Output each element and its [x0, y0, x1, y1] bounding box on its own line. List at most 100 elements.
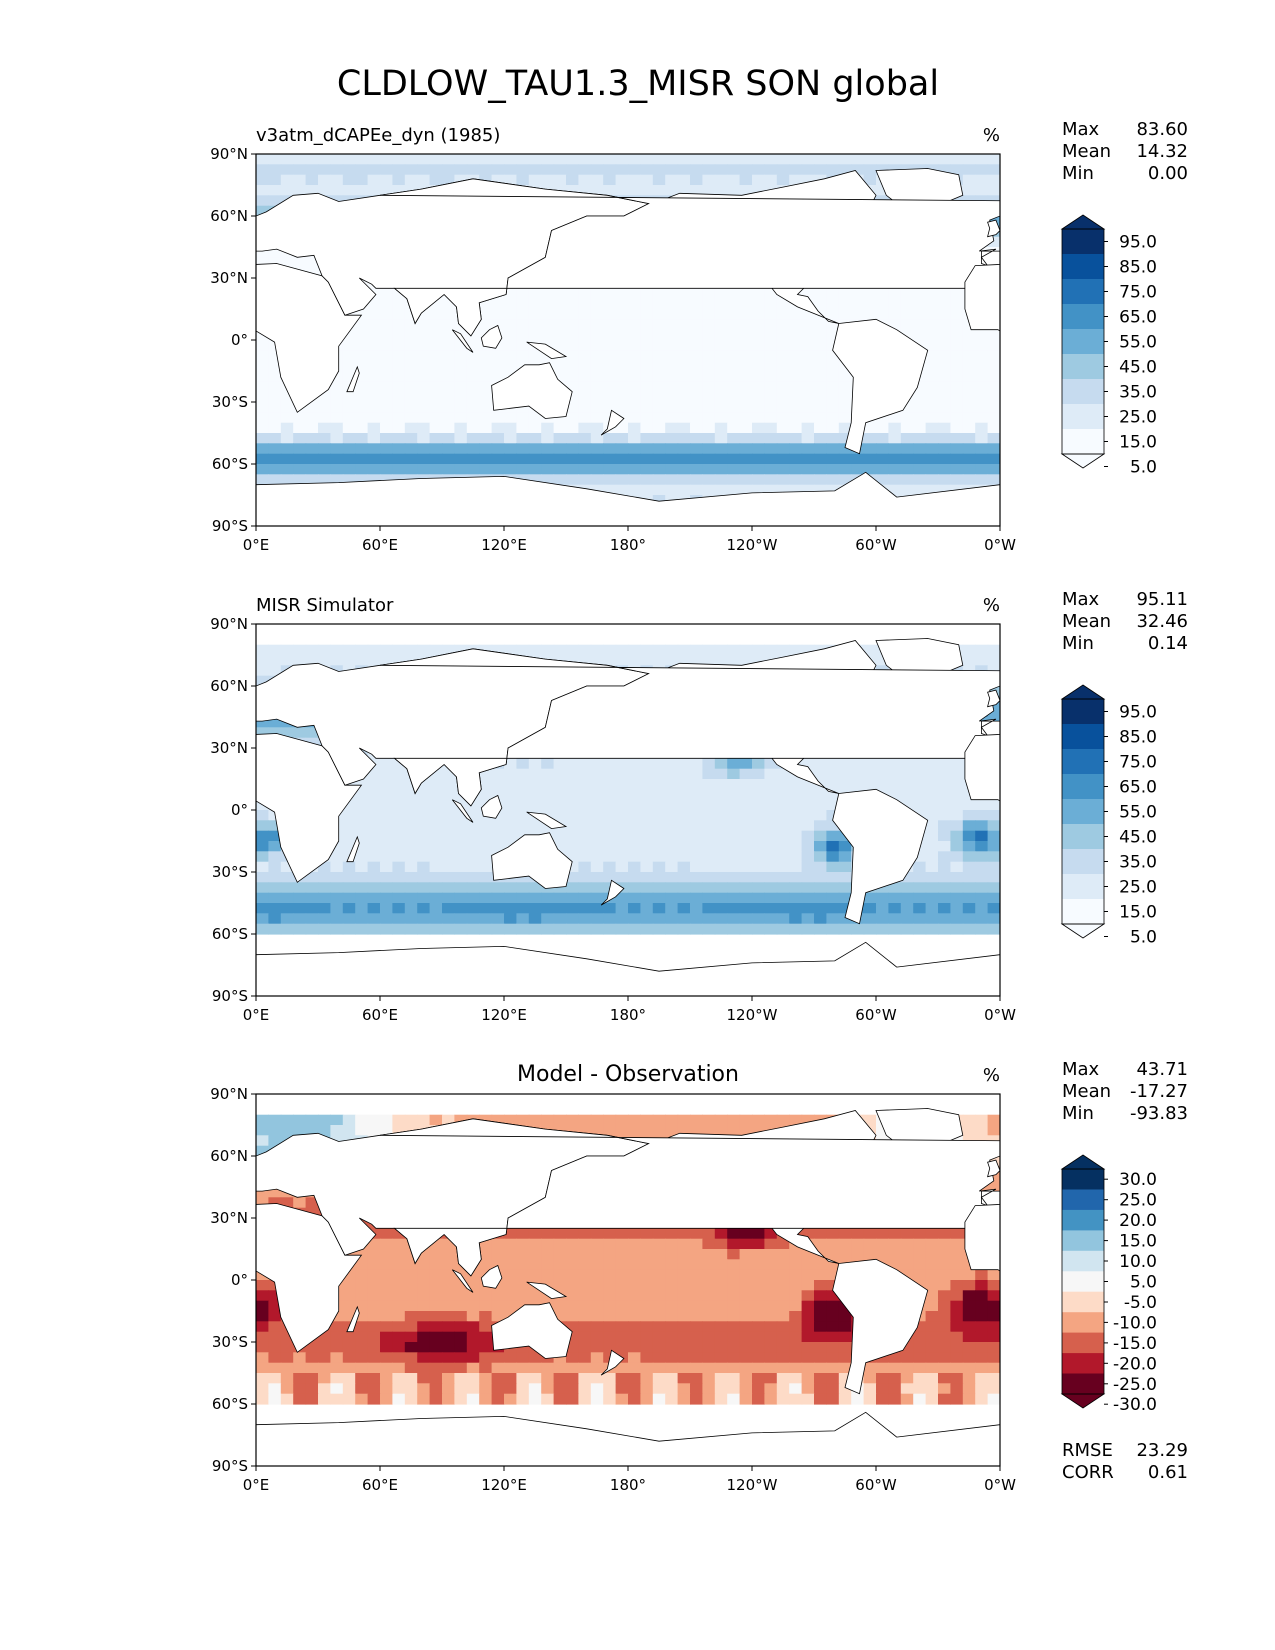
field-cell — [280, 257, 294, 269]
field-cell — [900, 789, 914, 801]
field-cell — [479, 174, 493, 186]
field-cell — [392, 319, 406, 331]
field-cell — [578, 174, 592, 186]
field-cell — [268, 851, 282, 863]
field-cell — [479, 350, 493, 362]
field-cell — [727, 903, 741, 914]
field-cell — [280, 412, 294, 424]
field-cell — [925, 402, 939, 413]
field-cell — [640, 841, 654, 852]
field-cell — [950, 154, 964, 165]
field-cell — [590, 412, 604, 424]
field-cell — [876, 768, 889, 780]
field-cell — [429, 882, 443, 894]
field-cell — [367, 443, 381, 455]
field-cell — [975, 185, 989, 196]
field-cell — [380, 412, 393, 424]
field-cell — [739, 758, 753, 770]
field-cell — [938, 758, 951, 770]
field-cell — [702, 412, 716, 424]
field-cell — [814, 830, 827, 842]
field-cell — [355, 402, 369, 413]
field-cell — [801, 422, 815, 434]
field-cell — [962, 381, 976, 393]
field-cell — [640, 185, 654, 196]
field-cell — [752, 381, 765, 393]
field-cell — [615, 768, 629, 780]
field-cell — [950, 340, 964, 351]
field-cell — [665, 164, 679, 176]
field-cell — [938, 412, 951, 424]
field-cell — [876, 903, 889, 914]
field-cell — [578, 830, 592, 842]
field-cell — [789, 412, 803, 424]
field-cell — [652, 422, 666, 434]
field-cell — [454, 882, 468, 894]
field-cell — [628, 154, 641, 165]
field-cell — [628, 288, 641, 300]
field-cell — [925, 851, 939, 863]
field-cell — [789, 1249, 803, 1260]
field-cell — [739, 309, 753, 320]
field-cell — [690, 799, 703, 811]
field-cell — [714, 903, 728, 914]
field-cell — [615, 1238, 629, 1250]
field-cell — [590, 474, 604, 486]
field-cell — [838, 1228, 852, 1240]
field-cell — [814, 443, 827, 455]
field-cell — [752, 350, 765, 362]
field-cell — [516, 319, 530, 331]
colorbar-segment — [1062, 899, 1104, 925]
field-cell — [714, 329, 728, 341]
field-cell — [776, 789, 790, 801]
field-cell — [355, 412, 369, 424]
field-cell — [528, 288, 542, 300]
field-cell — [578, 464, 592, 475]
field-cell — [454, 350, 468, 362]
field-cell — [516, 1269, 530, 1281]
field-cell — [392, 644, 406, 656]
field-cell — [454, 1114, 468, 1126]
field-cell — [752, 484, 765, 496]
field-cell — [541, 298, 555, 310]
field-cell — [342, 164, 356, 176]
field-cell — [987, 892, 1000, 904]
field-cell — [727, 185, 741, 196]
field-cell — [318, 644, 331, 656]
field-cell — [665, 799, 679, 811]
field-cell — [516, 1228, 530, 1240]
field-cell — [727, 319, 741, 331]
field-cell — [876, 923, 889, 935]
field-cell — [454, 164, 468, 176]
field-cell — [640, 350, 654, 362]
field-cell — [330, 464, 344, 475]
field-cell — [838, 433, 852, 444]
field-cell — [752, 644, 765, 656]
field-cell — [280, 1114, 294, 1126]
field-cell — [566, 841, 579, 852]
field-cell — [776, 799, 790, 811]
field-cell — [417, 443, 431, 455]
field-cell — [256, 443, 269, 455]
field-cell — [652, 391, 666, 403]
field-cell — [392, 1259, 406, 1271]
field-cell — [876, 474, 889, 486]
field-cell — [677, 453, 691, 465]
field-cell — [863, 923, 877, 935]
field-cell — [590, 309, 604, 320]
field-cell — [429, 453, 443, 465]
field-cell — [417, 329, 431, 341]
field-cell — [702, 164, 716, 176]
field-cell — [615, 779, 629, 790]
field-cell — [417, 882, 431, 894]
field-cell — [838, 861, 852, 873]
field-cell — [752, 340, 765, 351]
field-cell — [714, 892, 728, 904]
field-cell — [504, 1259, 517, 1271]
field-cell — [665, 433, 679, 444]
field-cell — [975, 861, 989, 873]
field-cell — [516, 903, 530, 914]
field-cell — [814, 484, 827, 496]
field-cell — [442, 298, 455, 310]
field-cell — [578, 892, 592, 904]
